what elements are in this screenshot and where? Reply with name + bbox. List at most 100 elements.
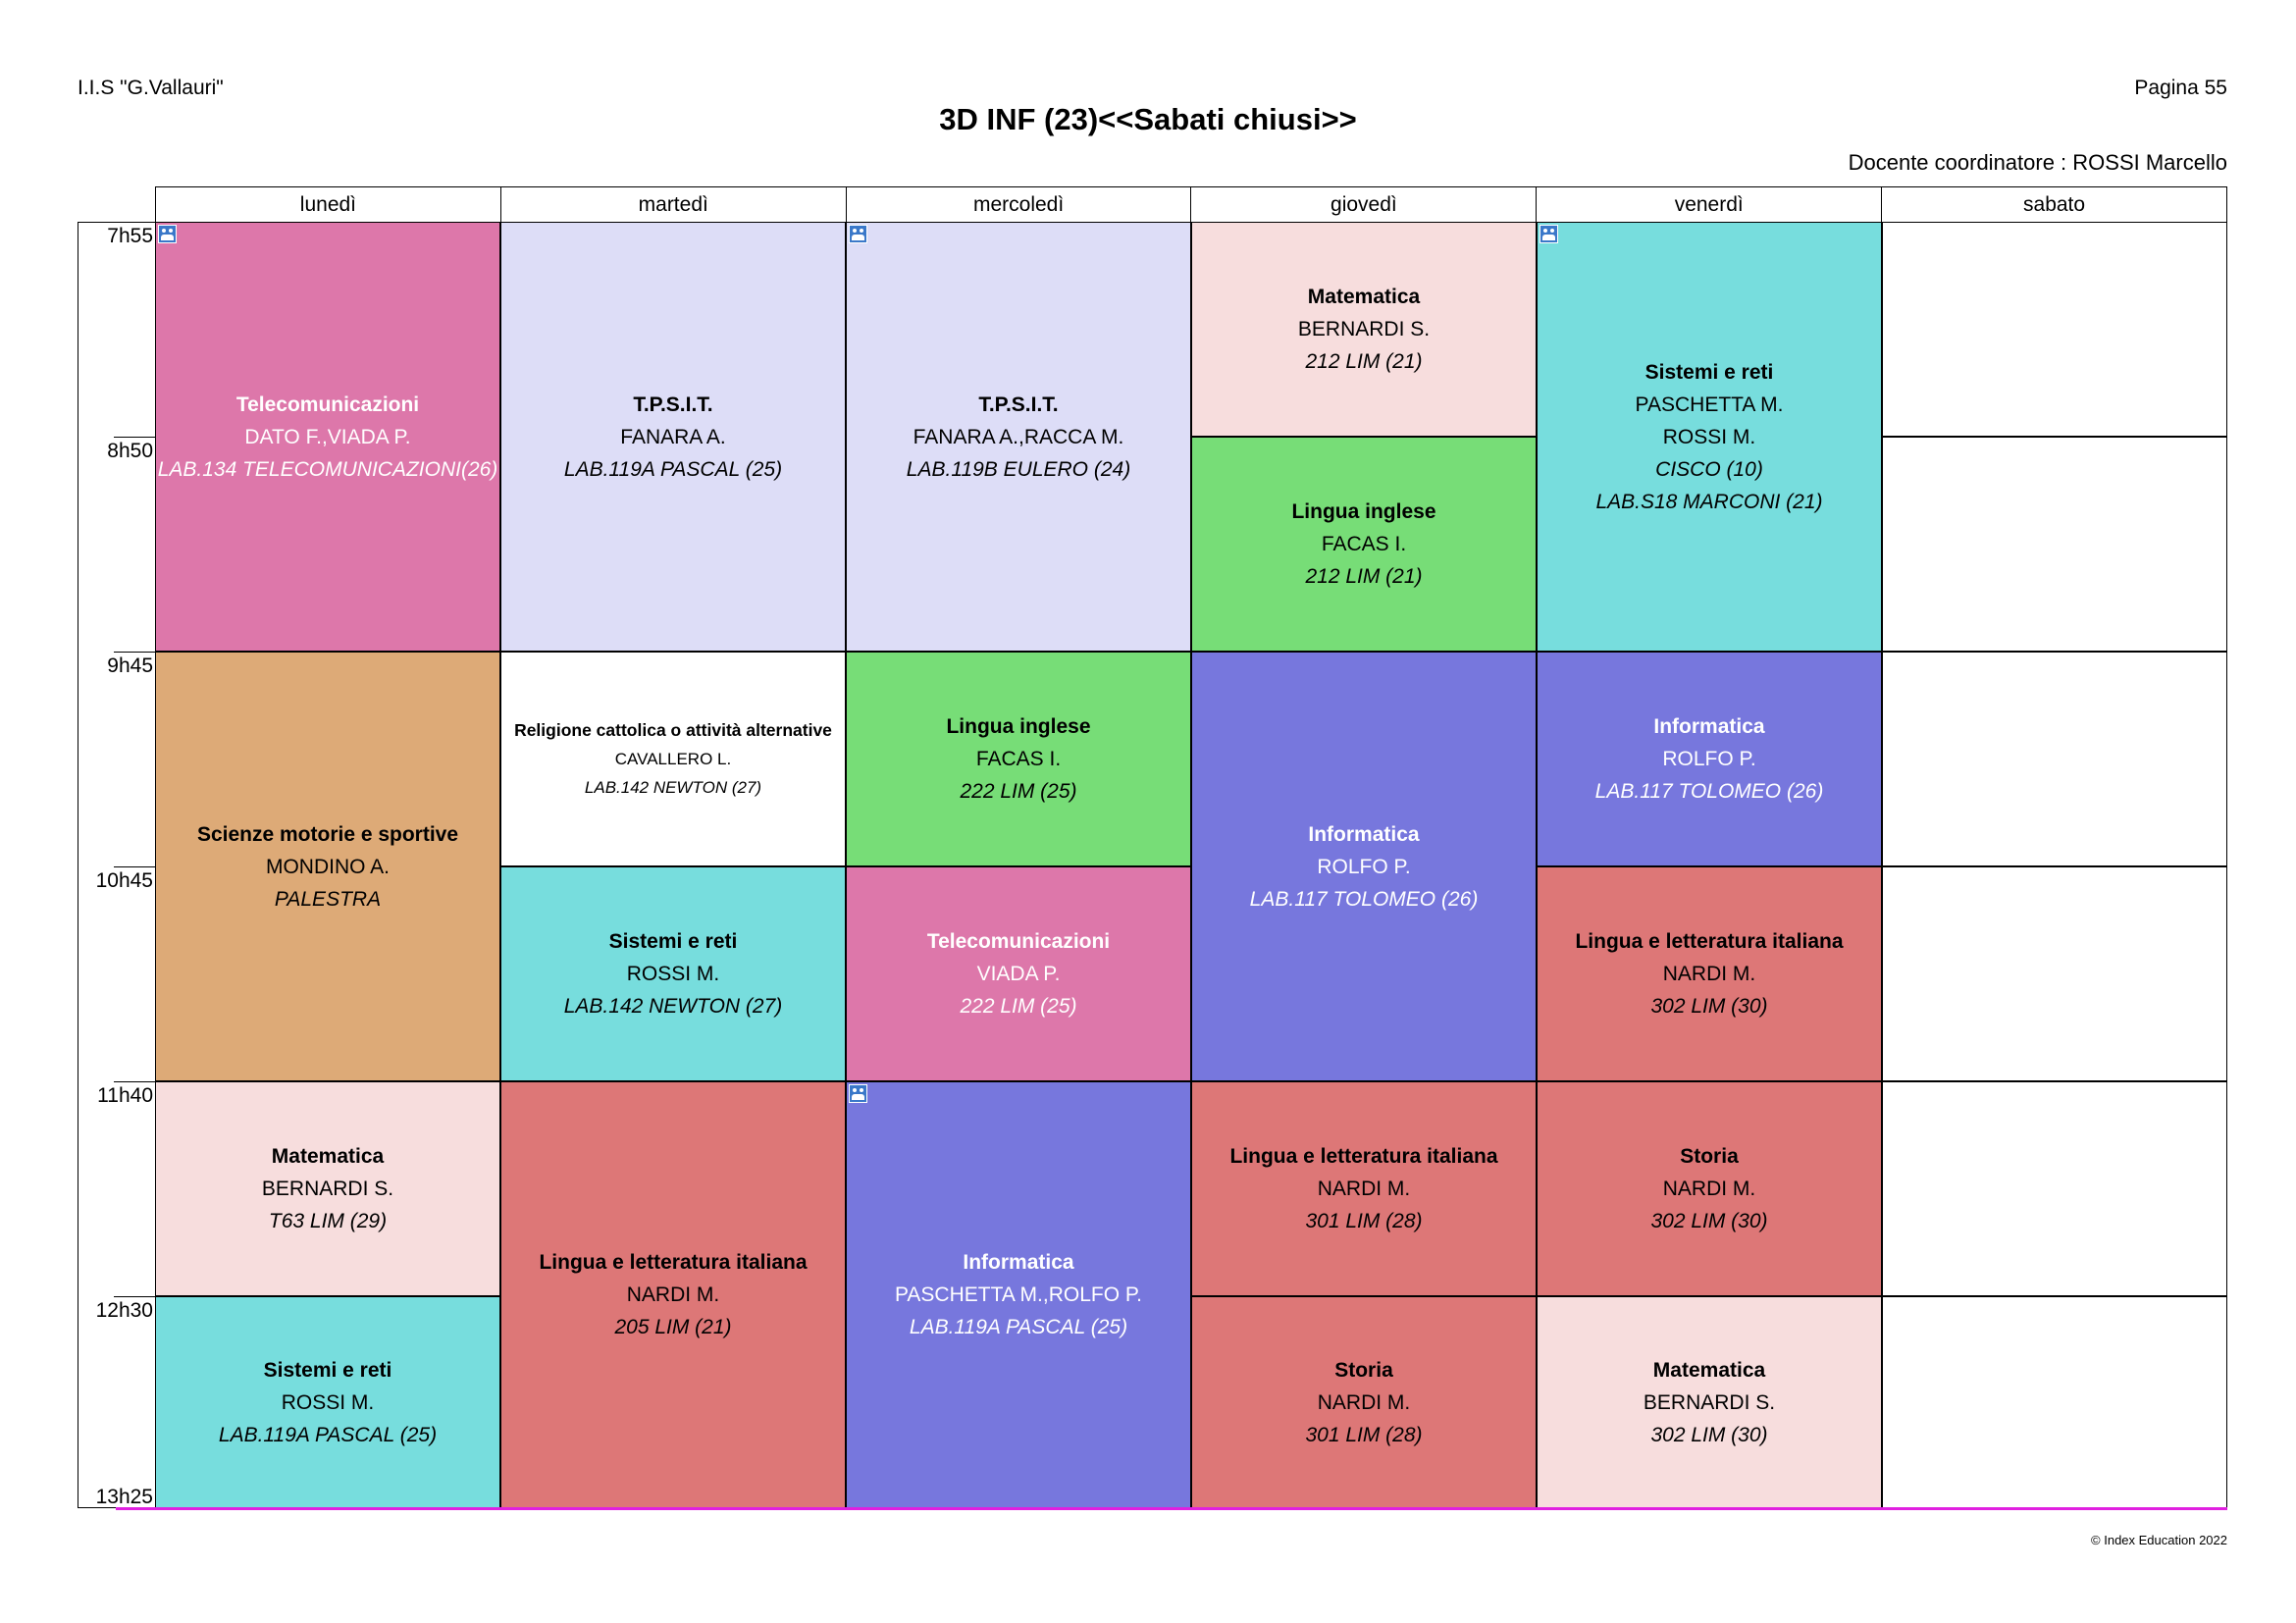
lesson-room: 301 LIM (28) [1305, 1423, 1423, 1446]
lesson-block[interactable]: Lingua e letteratura italiana NARDI M. 3… [1537, 866, 1882, 1081]
empty-slot [1882, 1296, 2227, 1508]
lesson-subject: Sistemi e reti [1644, 360, 1774, 384]
lesson-subject: Religione cattolica o attività alternati… [514, 720, 832, 740]
lesson-teacher: MONDINO A. [265, 855, 390, 878]
lesson-teacher: BERNARDI S. [1643, 1390, 1776, 1414]
lesson-subject: Lingua inglese [946, 715, 1091, 738]
lesson-room: 222 LIM (25) [960, 780, 1077, 803]
lesson-block[interactable]: Lingua inglese FACAS I. 212 LIM (21) [1191, 437, 1537, 652]
lesson-teacher: ROLFO P. [1317, 855, 1411, 878]
lesson-room: 222 LIM (25) [960, 995, 1077, 1018]
lesson-room: LAB.119A PASCAL (25) [909, 1316, 1128, 1338]
lesson-block[interactable]: Matematica BERNARDI S. 302 LIM (30) [1537, 1296, 1882, 1508]
lesson-room: LAB.142 NEWTON (27) [563, 995, 783, 1018]
lesson-block[interactable]: Lingua e letteratura italiana NARDI M. 3… [1191, 1081, 1537, 1296]
lesson-subject: T.P.S.I.T. [978, 393, 1059, 416]
lesson-block[interactable]: Informatica PASCHETTA M.,ROLFO P. LAB.11… [846, 1081, 1191, 1508]
time-tick [114, 437, 155, 438]
lesson-teacher: ROLFO P. [1662, 748, 1756, 770]
lesson-room: LAB.117 TOLOMEO (26) [1249, 887, 1479, 911]
lesson-subject: Lingua inglese [1291, 500, 1436, 523]
lesson-teacher: ROSSI M. [626, 963, 720, 985]
day-wednesday: mercoledì [845, 187, 1191, 222]
lesson-teacher: BERNARDI S. [261, 1178, 394, 1200]
lesson-subject: Matematica [1307, 286, 1421, 308]
lesson-block[interactable]: Lingua inglese FACAS I. 222 LIM (25) [846, 652, 1191, 866]
lesson-block[interactable]: Sistemi e reti ROSSI M. LAB.142 NEWTON (… [500, 866, 846, 1081]
lesson-subject: Informatica [1308, 822, 1420, 846]
time-label: 12h30 [95, 1299, 153, 1322]
lesson-teacher: ROSSI M. [281, 1390, 375, 1414]
lesson-block[interactable]: Matematica BERNARDI S. T63 LIM (29) [155, 1081, 500, 1296]
lesson-teacher: NARDI M. [1317, 1390, 1411, 1414]
time-label: 7h55 [107, 225, 153, 247]
lesson-teacher: NARDI M. [1662, 1178, 1756, 1200]
empty-slot [1882, 866, 2227, 1081]
day-monday: lunedì [299, 193, 357, 216]
lesson-block[interactable]: Lingua e letteratura italiana NARDI M. 2… [500, 1081, 846, 1508]
time-label: 8h50 [107, 440, 153, 462]
lesson-subject: Informatica [963, 1251, 1074, 1274]
time-label: 10h45 [95, 869, 153, 892]
lesson-teacher: CAVALLERO L. [614, 750, 732, 768]
lesson-subject: Telecomunicazioni [235, 393, 420, 416]
lesson-teacher: BERNARDI S. [1297, 318, 1431, 340]
coordinator-label: Docente coordinatore : ROSSI Marcello [1848, 150, 2227, 175]
day-tuesday: martedì [499, 187, 846, 222]
lesson-block[interactable]: Informatica ROLFO P. LAB.117 TOLOMEO (26… [1537, 652, 1882, 866]
time-label: 11h40 [97, 1084, 153, 1107]
lesson-subject: Storia [1334, 1358, 1393, 1382]
lesson-block[interactable]: Storia NARDI M. 301 LIM (28) [1191, 1296, 1537, 1508]
lesson-block[interactable]: Matematica BERNARDI S. 212 LIM (21) [1191, 222, 1537, 437]
lesson-block[interactable]: T.P.S.I.T. FANARA A.,RACCA M. LAB.119B E… [846, 222, 1191, 652]
day-saturday: sabato [1881, 187, 2226, 222]
current-time-line [116, 1507, 2227, 1510]
time-tick [114, 866, 155, 867]
lesson-block[interactable]: T.P.S.I.T. FANARA A. LAB.119A PASCAL (25… [500, 222, 846, 652]
lesson-room: 212 LIM (21) [1305, 565, 1423, 588]
empty-slot [1882, 437, 2227, 652]
time-tick [114, 1296, 155, 1297]
page-number: Pagina 55 [2134, 77, 2227, 99]
lesson-subject: Storia [1680, 1145, 1739, 1168]
lesson-room: LAB.119A PASCAL (25) [218, 1423, 438, 1446]
lesson-block[interactable]: Telecomunicazioni DATO F.,VIADA P. LAB.1… [155, 222, 500, 652]
lesson-subject: T.P.S.I.T. [633, 393, 713, 416]
lesson-block[interactable]: Informatica ROLFO P. LAB.117 TOLOMEO (26… [1191, 652, 1537, 1081]
lesson-subject: Lingua e letteratura italiana [539, 1251, 808, 1274]
lesson-teacher: FANARA A. [620, 425, 726, 448]
lesson-teacher: NARDI M. [1662, 963, 1756, 985]
lesson-room: LAB.119A PASCAL (25) [563, 457, 783, 481]
empty-slot [1882, 1081, 2227, 1296]
time-tick [114, 652, 155, 653]
lesson-room: 301 LIM (28) [1305, 1210, 1423, 1232]
lesson-teacher: DATO F.,VIADA P. [244, 425, 411, 448]
lesson-block[interactable]: Scienze motorie e sportive MONDINO A. PA… [155, 652, 500, 1081]
empty-slot [1882, 222, 2227, 437]
lesson-subject: Sistemi e reti [608, 930, 738, 953]
lesson-teacher: NARDI M. [1317, 1178, 1411, 1200]
copyright-footer: © Index Education 2022 [2091, 1533, 2227, 1547]
lesson-block[interactable]: Sistemi e reti PASCHETTA M. ROSSI M. CIS… [1537, 222, 1882, 652]
day-thursday: giovedì [1190, 187, 1536, 222]
lesson-room: LAB.134 TELECOMUNICAZIONI(26) [157, 457, 498, 481]
lesson-teacher: VIADA P. [976, 963, 1061, 985]
lesson-subject: Scienze motorie e sportive [196, 822, 459, 846]
lesson-room: 302 LIM (30) [1650, 1423, 1768, 1446]
lesson-room: LAB.117 TOLOMEO (26) [1594, 780, 1824, 803]
lesson-block[interactable]: Telecomunicazioni VIADA P. 222 LIM (25) [846, 866, 1191, 1081]
lesson-teacher: FACAS I. [975, 748, 1062, 770]
lesson-room: LAB.S18 MARCONI (21) [1595, 490, 1823, 513]
day-header-row: lunedì martedì mercoledì giovedì venerdì… [155, 186, 2227, 222]
lesson-room: PALESTRA [274, 887, 382, 911]
lesson-block[interactable]: Storia NARDI M. 302 LIM (30) [1537, 1081, 1882, 1296]
lesson-room: 205 LIM (21) [614, 1316, 732, 1338]
empty-slot [1882, 652, 2227, 866]
lesson-teacher: ROSSI M. [1662, 425, 1756, 448]
lesson-block[interactable]: Sistemi e reti ROSSI M. LAB.119A PASCAL … [155, 1296, 500, 1508]
group-icon [1539, 225, 1558, 243]
group-icon [849, 1084, 867, 1103]
lesson-room: CISCO (10) [1655, 457, 1763, 481]
lesson-block[interactable]: Religione cattolica o attività alternati… [500, 652, 846, 866]
group-icon [849, 225, 867, 243]
